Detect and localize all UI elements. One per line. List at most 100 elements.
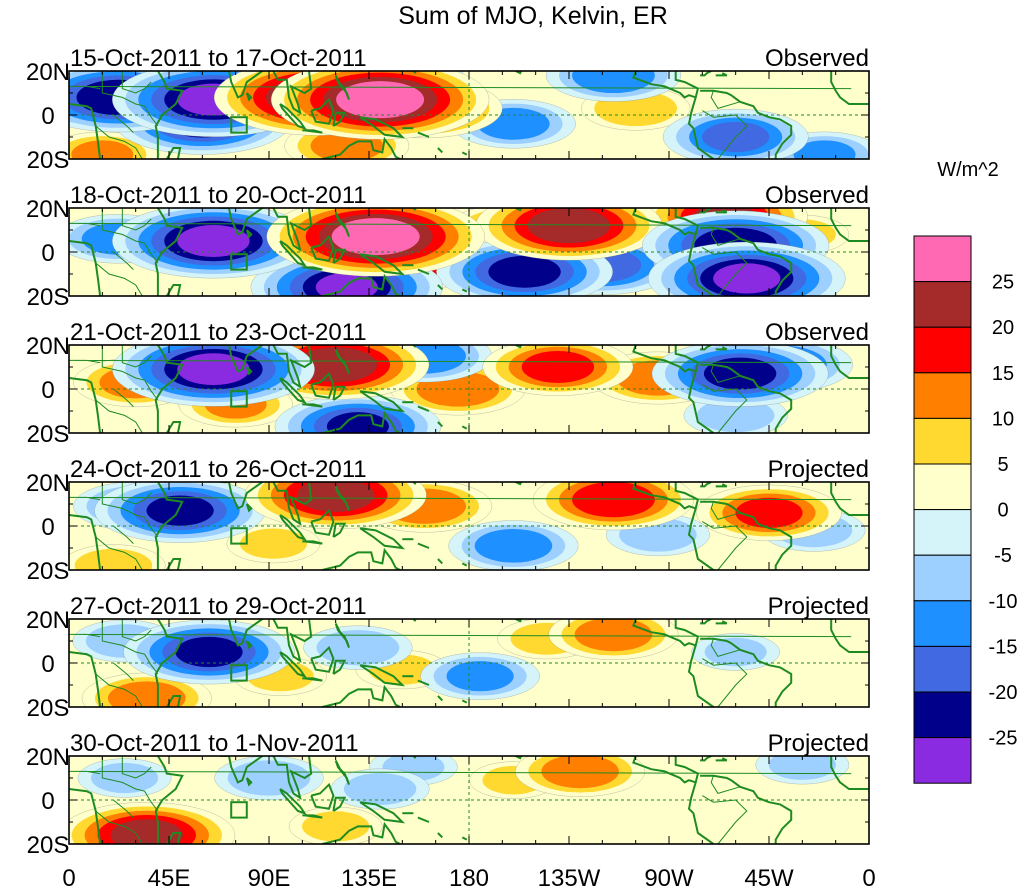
coastline	[220, 756, 263, 784]
x-tick-label: 0	[62, 865, 75, 889]
country-border	[69, 770, 852, 775]
contour-level	[71, 140, 134, 159]
coastline	[461, 836, 468, 841]
y-tick-label: 20S	[27, 832, 70, 859]
country-border	[702, 247, 748, 296]
coastline	[245, 92, 253, 102]
negative-anomaly	[448, 520, 579, 570]
coastline	[359, 801, 406, 824]
contour-line	[69, 802, 236, 844]
contour-level	[735, 497, 803, 528]
country-border	[69, 222, 852, 227]
y-tick-label: 0	[41, 514, 54, 541]
contour-line	[515, 756, 646, 797]
colorbar-units: W/m^2	[937, 159, 999, 181]
colorbar-swatch	[913, 326, 972, 374]
coastline	[332, 111, 347, 127]
country-border	[113, 662, 134, 681]
coastline	[165, 558, 182, 570]
coastline	[165, 695, 182, 707]
panels: 15-Oct-2011 to 17-Oct-2011 Observed 20N 0 20…	[26, 45, 870, 859]
colorbar-swatch	[913, 737, 972, 784]
coastline	[632, 482, 700, 510]
coastline	[334, 759, 350, 785]
coastline	[830, 482, 869, 516]
y-tick-label: 0	[41, 377, 54, 404]
country-border	[69, 496, 852, 501]
country-border	[710, 501, 741, 520]
panel-status-label: Observed	[765, 319, 869, 346]
coastline	[461, 425, 468, 430]
coastline	[687, 508, 714, 570]
coastline	[830, 71, 869, 105]
panel-date-label: 18-Oct-2011 to 20-Oct-2011	[70, 182, 367, 209]
contour-level	[177, 225, 250, 257]
country-border	[101, 756, 159, 812]
coastline	[417, 405, 430, 412]
contour-level	[704, 637, 767, 667]
coastline	[310, 508, 335, 536]
contour-line	[270, 71, 490, 140]
coastline	[417, 679, 430, 686]
coastline	[700, 774, 793, 844]
contour-level	[572, 482, 655, 518]
positive-anomaly	[244, 482, 427, 530]
x-tick-label: 90W	[644, 865, 694, 889]
x-axis: 0 45E 90E 135E 180 135W 90W 45W 0	[62, 865, 875, 889]
coastline	[272, 208, 313, 253]
country-border	[702, 521, 748, 570]
y-tick-label: 20N	[26, 59, 70, 86]
negative-anomaly	[123, 619, 295, 685]
coastline	[830, 756, 869, 790]
contour-level	[316, 629, 400, 666]
coastline	[310, 371, 335, 399]
country-border	[69, 359, 852, 364]
coastline	[310, 782, 335, 810]
coastline	[279, 788, 308, 816]
colorbar-swatch	[913, 554, 972, 602]
coastline	[461, 562, 468, 567]
contour-level	[574, 619, 653, 652]
panel-status-label: Projected	[768, 456, 869, 483]
contour-line	[755, 756, 850, 785]
coastline	[700, 345, 712, 351]
contour-level	[344, 222, 407, 251]
coastline	[687, 371, 714, 433]
panel-date-label: 21-Oct-2011 to 23-Oct-2011	[70, 319, 367, 346]
coastline	[245, 777, 253, 787]
negative-anomaly	[420, 652, 540, 700]
coastline	[632, 756, 700, 784]
coastline	[154, 482, 184, 570]
coastline	[279, 103, 308, 131]
coastline	[279, 377, 308, 405]
y-tick-label: 20S	[27, 558, 70, 585]
coastline	[334, 74, 350, 100]
contour-line	[691, 633, 780, 671]
contour-level	[302, 811, 370, 842]
contour-level	[521, 351, 595, 383]
panel-date-label: 27-Oct-2011 to 29-Oct-2011	[70, 593, 367, 620]
x-tick-label: 180	[449, 865, 489, 889]
coastline	[417, 542, 430, 549]
contour-level	[110, 819, 183, 844]
coastline	[700, 226, 793, 296]
country-border	[113, 251, 134, 270]
contour-line	[69, 544, 166, 570]
contour-line	[545, 71, 682, 102]
coastline	[322, 547, 401, 570]
contour-level	[146, 495, 214, 526]
coastline	[245, 503, 253, 513]
country-border	[113, 799, 134, 818]
coastline	[700, 71, 712, 77]
region-box	[230, 527, 248, 545]
coastline	[334, 211, 350, 237]
coastline	[279, 651, 308, 679]
coastline	[154, 208, 184, 296]
colorbar-swatch	[913, 417, 972, 465]
country-border	[710, 775, 741, 794]
coastline	[302, 403, 323, 408]
positive-anomaly	[515, 756, 646, 797]
colorbar-swatch	[913, 235, 972, 283]
coastline	[302, 266, 323, 271]
x-tick-label: 135W	[538, 865, 601, 889]
